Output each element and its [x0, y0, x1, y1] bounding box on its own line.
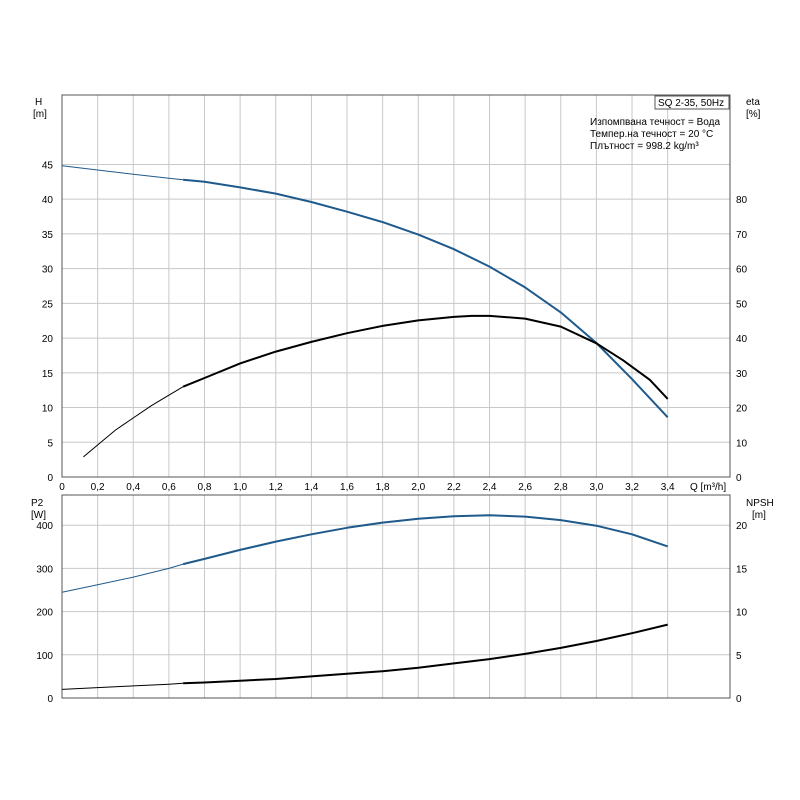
top-right-ticks: 0 10 20 30 40 50 60 70 80 [736, 195, 748, 484]
x-tick-label: 1,0 [233, 482, 247, 493]
left-tick-label: 30 [42, 265, 54, 276]
left-tick-label: 0 [47, 473, 53, 484]
top-frame [61, 94, 731, 478]
top-x-ticks: 0 0,2 0,4 0,6 0,8 1,0 1,2 1,4 1,6 1,8 2,0 2,2 2,4 2,6… [59, 482, 675, 493]
series-line-extrapolated [61, 563, 184, 593]
x-tick-label: 3,0 [589, 482, 603, 493]
left-tick-label: 25 [42, 299, 54, 310]
info-line-temperature: Темпер.на течност = 20 °C [590, 129, 713, 140]
head-axis-unit: [m] [33, 109, 47, 120]
left-tick-label: 20 [42, 334, 54, 345]
left-tick-label: 0 [47, 694, 53, 705]
info-line-liquid: Изпомпвана течност = Вода [590, 117, 720, 128]
right-tick-label: 0 [736, 473, 742, 484]
x-tick-label: 1,8 [376, 482, 390, 493]
eta-axis-label: eta [746, 97, 760, 108]
x-tick-label: 0,8 [198, 482, 212, 493]
left-tick-label: 100 [36, 651, 53, 662]
x-tick-label: 2,2 [447, 482, 461, 493]
info-box: SQ 2-35, 50Hz Изпомпвана течност = Вода … [590, 95, 730, 152]
x-tick-label: 0 [59, 482, 65, 493]
bottom-grid [62, 495, 730, 698]
x-tick-label: 3,4 [661, 482, 675, 493]
npsh-axis-label: NPSH [746, 498, 774, 509]
right-tick-label: 60 [736, 265, 748, 276]
bottom-frame [61, 494, 731, 699]
x-tick-label: 2,8 [554, 482, 568, 493]
series-line [182, 514, 669, 566]
x-tick-label: 0,6 [162, 482, 176, 493]
left-tick-label: 15 [42, 369, 54, 380]
right-tick-label: 0 [736, 694, 742, 705]
flow-axis-unit: Q [m³/h] [690, 482, 726, 493]
x-tick-label: 2,6 [518, 482, 532, 493]
power-axis-unit: [W] [31, 510, 46, 521]
x-tick-label: 0,2 [91, 482, 105, 493]
bottom-left-ticks: 0 100 200 300 400 [36, 521, 53, 705]
right-tick-label: 10 [736, 608, 748, 619]
bottom-series [61, 514, 669, 690]
left-tick-label: 45 [42, 160, 54, 171]
power-axis-label: P2 [31, 498, 44, 509]
right-tick-label: 80 [736, 195, 748, 206]
bottom-right-ticks: 0 5 10 15 20 [736, 521, 748, 705]
right-tick-label: 15 [736, 564, 748, 575]
info-line-density: Плътност = 998.2 kg/m³ [590, 141, 699, 152]
series-line-extrapolated [83, 386, 184, 458]
left-tick-label: 400 [36, 521, 53, 532]
left-tick-label: 5 [47, 438, 53, 449]
left-tick-label: 35 [42, 230, 54, 241]
series-line [183, 178, 669, 418]
x-tick-label: 1,4 [304, 482, 318, 493]
x-tick-label: 0,4 [126, 482, 140, 493]
series-line [183, 623, 668, 685]
x-tick-label: 3,2 [625, 482, 639, 493]
top-grid [62, 95, 730, 477]
right-tick-label: 10 [736, 438, 748, 449]
head-axis-label: H [35, 97, 42, 108]
left-tick-label: 200 [36, 608, 53, 619]
right-tick-label: 70 [736, 230, 748, 241]
left-tick-label: 40 [42, 195, 54, 206]
left-tick-label: 300 [36, 564, 53, 575]
right-tick-label: 30 [736, 369, 748, 380]
bottom-panel: 0 100 200 300 400 0 5 10 15 20 P2 [W] NPSH [m] [31, 494, 774, 705]
x-tick-label: 2,0 [411, 482, 425, 493]
info-box-title-frame [654, 95, 730, 110]
x-tick-label: 1,6 [340, 482, 354, 493]
x-tick-label: 1,2 [269, 482, 283, 493]
top-left-ticks: 0 5 10 15 20 25 30 35 40 45 [42, 160, 54, 484]
left-tick-label: 10 [42, 404, 54, 415]
right-tick-label: 50 [736, 299, 748, 310]
x-tick-label: 2,4 [483, 482, 497, 493]
top-panel: 0 0,2 0,4 0,6 0,8 1,0 1,2 1,4 1,6 1,8 2,0 2,2 2,4 2,6… [33, 94, 761, 493]
right-tick-label: 20 [736, 521, 748, 532]
series-line [182, 314, 669, 400]
eta-axis-unit: [%] [746, 109, 761, 120]
npsh-axis-unit: [m] [752, 510, 766, 521]
right-tick-label: 5 [736, 651, 742, 662]
series-line-extrapolated [61, 165, 184, 181]
info-box-title: SQ 2-35, 50Hz [658, 98, 724, 109]
right-tick-label: 20 [736, 404, 748, 415]
series-line-extrapolated [61, 682, 184, 690]
top-series [61, 165, 669, 458]
right-tick-label: 40 [736, 334, 748, 345]
